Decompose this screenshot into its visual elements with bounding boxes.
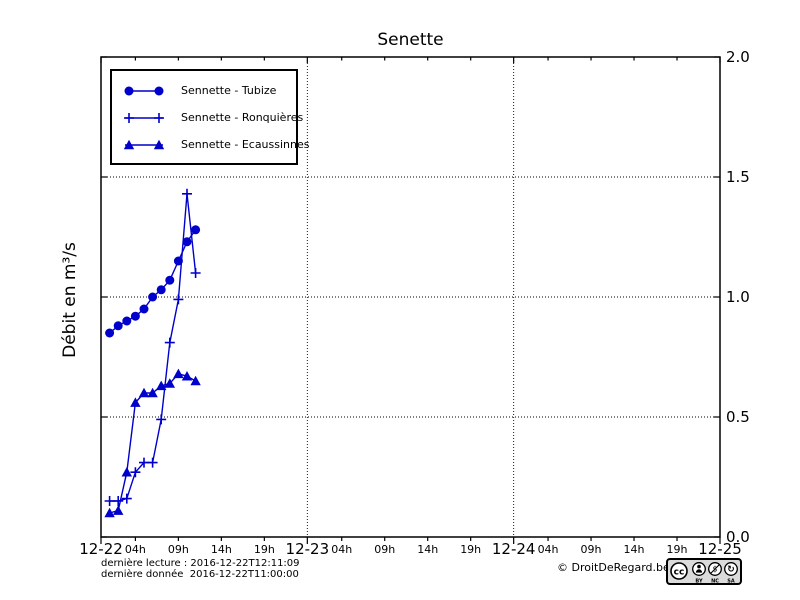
x-axis-hour-label: 04h: [331, 543, 353, 556]
legend: Sennette - Tubize Sennette - Ronquières Se…: [110, 69, 310, 165]
data-point-triangle: [181, 371, 193, 381]
nc-label: NC: [711, 579, 719, 585]
data-point-circle: [156, 285, 166, 295]
data-point-plus: [121, 493, 132, 504]
data-point-triangle: [173, 368, 184, 379]
legend-marker-glyph: [154, 86, 164, 95]
by-label: BY: [695, 579, 703, 585]
legend-marker-triangle: [123, 139, 165, 149]
data-point-circle: [105, 328, 115, 338]
data-point-plus: [147, 457, 158, 468]
legend-marker-glyph: [124, 112, 134, 123]
legend-marker-plus: [124, 112, 164, 123]
data-point-plus: [130, 467, 141, 478]
data-point-circle: [191, 225, 201, 235]
data-point-circle: [182, 237, 192, 247]
y-axis-tick-label: 1.0: [726, 288, 750, 306]
x-axis-hour-label: 09h: [580, 543, 602, 556]
copyright-text: © DroitDeRegard.be: [557, 561, 670, 574]
nc-noncommercial-icon: $ NC: [708, 562, 722, 585]
y-axis-tick-label: 0.0: [726, 528, 750, 546]
data-point-plus: [190, 268, 201, 278]
legend-marker-glyph: [153, 139, 165, 149]
data-point-plus: [164, 337, 175, 348]
data-point-circle: [113, 321, 123, 331]
data-point-triangle: [130, 397, 141, 407]
x-axis-hour-label: 09h: [374, 543, 396, 556]
cc-license-badge: cc BY $ NC ↻ SA: [666, 558, 742, 585]
x-axis-hour-label: 14h: [623, 543, 645, 556]
y-axis-tick-label: 2.0: [726, 48, 750, 66]
data-point-circle: [148, 292, 158, 302]
data-point-triangle: [104, 507, 115, 518]
legend-marker-glyph: [123, 139, 135, 149]
legend-item: Sennette - Ronquières: [112, 104, 303, 131]
data-point-triangle: [138, 387, 150, 398]
data-point-triangle: [190, 375, 201, 386]
data-point-circle: [139, 304, 149, 314]
data-point-triangle: [113, 505, 124, 515]
x-axis-hour-label: 04h: [537, 543, 559, 556]
data-point-triangle: [156, 380, 167, 391]
data-point-triangle: [147, 387, 158, 398]
x-axis-hour-label: 14h: [417, 543, 439, 556]
last-data-text: dernière donnée 2016-12-22T11:00:00: [101, 569, 299, 580]
last-reading-text: dernière lecture : 2016-12-22T12:11:09: [101, 558, 300, 569]
data-point-plus: [139, 457, 149, 468]
legend-label: Sennette - Ronquières: [181, 111, 304, 124]
x-axis-date-label: 12-24: [491, 540, 536, 558]
legend-marker-glyph: [124, 86, 134, 95]
data-point-plus: [182, 188, 192, 199]
plot-area: Sennette - Tubize Sennette - Ronquières Se…: [100, 56, 721, 544]
data-point-triangle: [164, 378, 175, 388]
cc-logo-icon: cc: [670, 562, 688, 580]
by-attribution-icon: BY: [692, 562, 706, 585]
data-point-plus: [113, 496, 124, 506]
x-axis-hour-label: 14h: [210, 543, 232, 556]
x-axis-hour-label: 09h: [167, 543, 189, 556]
sa-sharealike-icon: ↻ SA: [724, 562, 738, 585]
y-axis-label: Débit en m³/s: [60, 242, 80, 358]
x-axis-hour-label: 19h: [253, 543, 275, 556]
plot-canvas: [100, 56, 721, 544]
x-axis-hour-label: 19h: [460, 543, 482, 556]
data-point-circle: [165, 275, 175, 285]
x-axis-date-label: 12-22: [79, 540, 123, 558]
chart-title: Senette: [377, 30, 444, 50]
x-axis-date-label: 12-25: [698, 540, 742, 558]
plot-frame: [100, 56, 721, 538]
data-point-plus: [173, 294, 184, 305]
data-point-circle: [122, 316, 132, 326]
x-axis-date-label: 12-23: [285, 540, 330, 558]
x-axis-hour-label: 19h: [666, 543, 688, 556]
legend-label: Sennette - Tubize: [181, 84, 277, 97]
data-point-plus: [156, 414, 167, 425]
legend-label: Sennette - Ecaussinnes: [181, 138, 310, 151]
series-line: [109, 193, 197, 502]
legend-item: Sennette - Tubize: [112, 77, 296, 104]
legend-item: Sennette - Ecaussinnes: [112, 131, 310, 158]
legend-marker-glyph: [154, 112, 164, 123]
y-axis-tick-label: 1.5: [726, 168, 750, 186]
legend-marker-circle: [124, 86, 164, 95]
data-point-triangle: [121, 467, 132, 477]
sa-label: SA: [727, 579, 735, 585]
x-axis-hour-label: 04h: [124, 543, 146, 556]
sa-arrow-glyph: ↻: [727, 565, 735, 575]
cc-logo-text: cc: [674, 568, 685, 578]
data-point-circle: [130, 311, 140, 321]
y-axis-tick-label: 0.5: [726, 408, 750, 426]
data-point-plus: [104, 496, 115, 506]
